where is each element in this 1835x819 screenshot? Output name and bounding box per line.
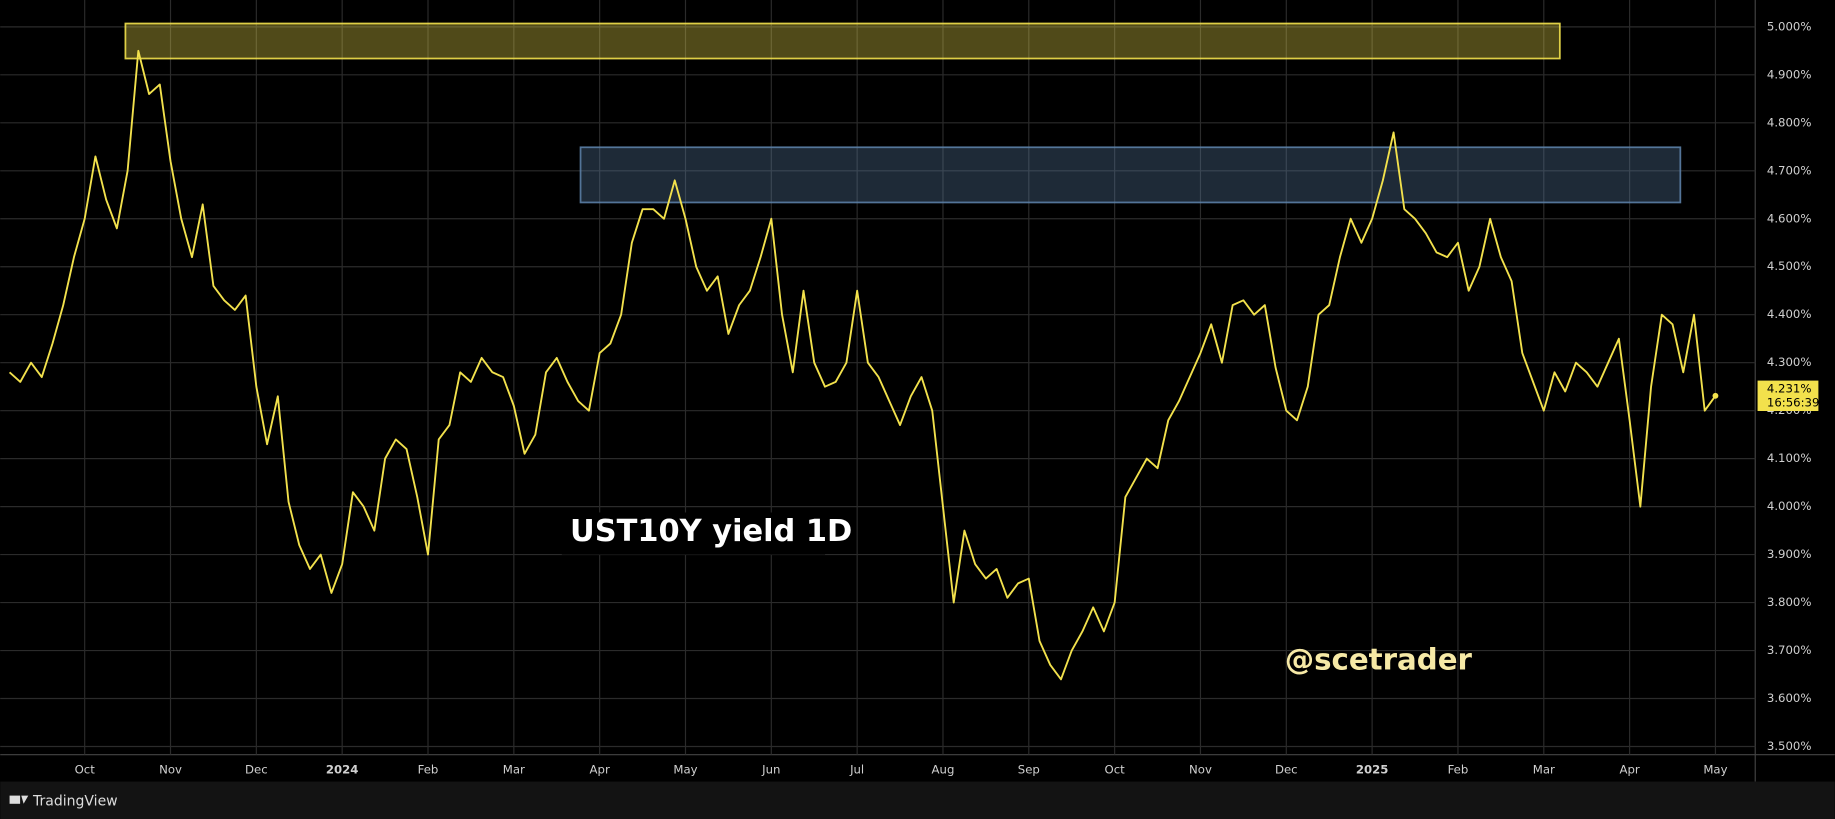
- x-tick-label: Jul: [849, 762, 864, 776]
- price-label: 4.231%: [1767, 381, 1812, 395]
- countdown: 16:56:39: [1767, 395, 1820, 409]
- x-tick-label: Oct: [1105, 762, 1126, 776]
- axes: 3.500% 3.600% 3.700% 3.800% 3.900% 4.000% 4.10…: [75, 19, 1820, 776]
- x-tick-label: May: [673, 762, 697, 776]
- price-line: [8, 49, 1717, 681]
- x-tick-label: Feb: [1448, 762, 1469, 776]
- x-tick-label: Aug: [932, 762, 955, 776]
- price-label-bg: [1757, 380, 1819, 412]
- x-tick-label: Dec: [1275, 762, 1298, 776]
- x-tick-label: Mar: [503, 762, 525, 776]
- x-tick-label: Apr: [590, 762, 610, 776]
- y-tick-label: 4.000%: [1767, 499, 1812, 513]
- y-tick-label: 4.900%: [1767, 67, 1812, 81]
- last-point: [1712, 392, 1719, 399]
- y-tick-label: 3.600%: [1767, 691, 1812, 705]
- x-tick-label: Nov: [159, 762, 182, 776]
- y-tick-label: 3.500%: [1767, 739, 1812, 753]
- y-tick-label: 4.600%: [1767, 211, 1812, 225]
- zone: [579, 146, 1682, 204]
- y-tick-label: 3.700%: [1767, 643, 1812, 657]
- zone: [124, 22, 1561, 60]
- y-tick-label: 4.500%: [1767, 259, 1812, 273]
- zones: [124, 22, 1682, 204]
- brand-logo: [9, 795, 29, 804]
- y-tick-label: 3.900%: [1767, 547, 1812, 561]
- annotation: @scetrader: [1285, 643, 1473, 677]
- annotation: UST10Y yield 1D: [570, 514, 852, 549]
- x-tick-label: Mar: [1533, 762, 1555, 776]
- x-tick-label: 2024: [326, 762, 359, 776]
- plot: [8, 49, 1719, 681]
- x-tick-label: Oct: [75, 762, 96, 776]
- x-tick-label: Jun: [761, 762, 780, 776]
- x-tick-label: Nov: [1189, 762, 1212, 776]
- y-tick-label: 4.800%: [1767, 115, 1812, 129]
- y-tick-label: 4.100%: [1767, 451, 1812, 465]
- annotation-bg: [561, 512, 826, 555]
- y-tick-label: 4.700%: [1767, 163, 1812, 177]
- y-tick-label: 4.400%: [1767, 307, 1812, 321]
- y-tick-label: 3.800%: [1767, 595, 1812, 609]
- x-tick-label: May: [1703, 762, 1727, 776]
- y-tick-label: 5.000%: [1767, 19, 1812, 33]
- x-tick-label: 2025: [1356, 762, 1389, 776]
- y-tick-label: 4.300%: [1767, 355, 1812, 369]
- brand: TradingView: [32, 793, 118, 809]
- footer: [0, 781, 1835, 819]
- x-tick-label: Apr: [1619, 762, 1639, 776]
- x-tick-label: Feb: [418, 762, 439, 776]
- x-tick-label: Sep: [1018, 762, 1040, 776]
- x-tick-label: Dec: [245, 762, 268, 776]
- grid: [0, 0, 1756, 755]
